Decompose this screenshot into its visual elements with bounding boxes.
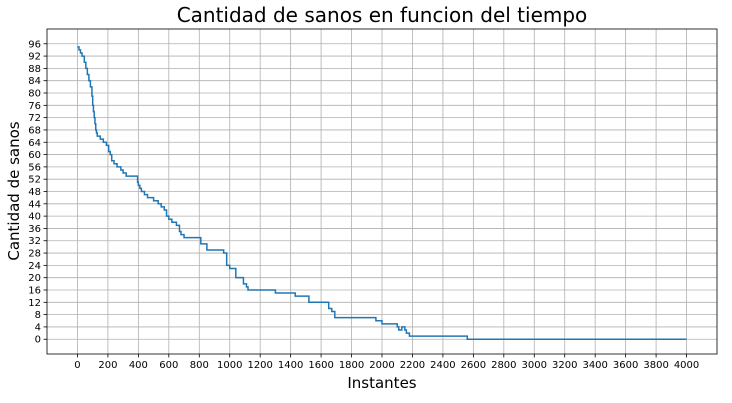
x-tick-label: 800 [190, 360, 209, 371]
x-tick-label: 1600 [308, 360, 333, 371]
y-tick-label: 52 [28, 175, 41, 186]
y-tick-label: 60 [28, 150, 41, 161]
y-tick-label: 88 [28, 64, 41, 75]
y-tick-label: 4 [35, 322, 41, 333]
y-tick-label: 28 [28, 249, 41, 260]
x-tick-label: 1000 [217, 360, 242, 371]
y-tick-label: 92 [28, 52, 41, 63]
y-tick-label: 40 [28, 212, 41, 223]
y-tick-label: 36 [28, 224, 41, 235]
series-line-sanos [77, 46, 687, 340]
x-tick-label: 600 [159, 360, 178, 371]
x-tick-label: 2400 [430, 360, 455, 371]
y-tick-label: 80 [28, 89, 41, 100]
y-tick-label: 44 [28, 199, 41, 210]
y-axis-title: Cantidad de sanos [5, 121, 23, 260]
x-tick-label: 0 [74, 360, 80, 371]
y-tick-label: 72 [28, 113, 41, 124]
x-tick-label: 2800 [491, 360, 516, 371]
y-tick-label: 68 [28, 125, 41, 136]
x-tick-label: 3800 [643, 360, 668, 371]
y-tick-label: 8 [35, 310, 41, 321]
x-tick-label: 1400 [278, 360, 303, 371]
x-tick-label: 2000 [369, 360, 394, 371]
y-tick-label: 84 [28, 76, 41, 87]
chart-title: Cantidad de sanos en funcion del tiempo [177, 3, 588, 27]
x-tick-label: 1800 [339, 360, 364, 371]
grid [47, 29, 717, 354]
x-tick-label: 3200 [552, 360, 577, 371]
y-tick-label: 96 [28, 39, 41, 50]
y-tick-label: 64 [28, 138, 41, 149]
x-tick-label: 2600 [461, 360, 486, 371]
x-tick-label: 200 [98, 360, 117, 371]
y-axis-ticks: 0481216202428323640444852566064687276808… [28, 39, 47, 346]
y-tick-label: 24 [28, 261, 41, 272]
y-tick-label: 32 [28, 236, 41, 247]
y-tick-label: 76 [28, 101, 41, 112]
y-tick-label: 0 [35, 335, 41, 346]
y-tick-label: 48 [28, 187, 41, 198]
x-tick-label: 400 [129, 360, 148, 371]
x-tick-label: 3600 [613, 360, 638, 371]
y-tick-label: 56 [28, 162, 41, 173]
x-tick-label: 3400 [582, 360, 607, 371]
y-tick-label: 12 [28, 298, 41, 309]
x-tick-label: 1200 [247, 360, 272, 371]
x-axis-ticks: 0 200 400 600 800 1000 1200 1400 1600 1800 2000 220… [74, 354, 699, 371]
y-tick-label: 20 [28, 273, 41, 284]
y-tick-label: 16 [28, 285, 41, 296]
x-axis-title: Instantes [347, 374, 416, 392]
x-tick-label: 2200 [400, 360, 425, 371]
x-tick-label: 4000 [674, 360, 699, 371]
x-tick-label: 3000 [522, 360, 547, 371]
